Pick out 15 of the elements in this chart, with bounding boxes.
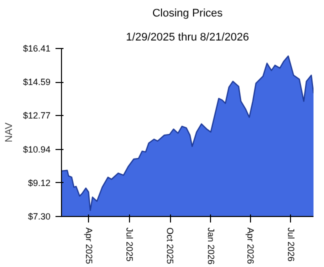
- chart-subtitle: 1/29/2025 thru 8/21/2026: [126, 32, 249, 44]
- chart-title: Closing Prices: [152, 8, 224, 20]
- x-tick-label: Jan 2026: [206, 228, 216, 265]
- y-axis-title: NAV: [4, 122, 15, 142]
- y-tick-label: $14.59: [22, 77, 51, 88]
- y-tick-label: $7.30: [28, 212, 51, 222]
- y-tick-label: $9.12: [28, 178, 51, 188]
- y-tick-label: $12.77: [22, 110, 51, 121]
- x-tick-label: Oct 2025: [165, 228, 176, 264]
- x-tick-label: Apr 2025: [84, 228, 94, 264]
- x-tick-label: Jul 2026: [286, 228, 296, 262]
- y-tick-label: $16.41: [22, 44, 51, 54]
- x-tick-label: Apr 2026: [246, 228, 256, 264]
- x-tick-label: Jul 2025: [124, 228, 134, 262]
- y-tick-label: $10.94: [22, 144, 51, 154]
